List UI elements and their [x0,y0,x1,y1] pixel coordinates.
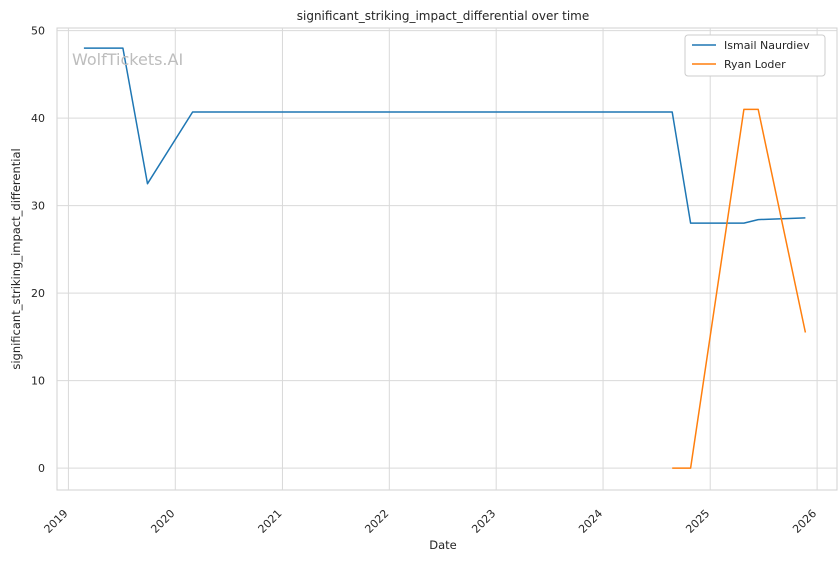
x-tick-label: 2020 [148,507,177,536]
x-tick-label: 2021 [256,507,285,536]
y-axis-title: significant_striking_impact_differential [9,148,23,369]
legend-label-ryan-loder: Ryan Loder [724,58,786,71]
y-tick-label: 30 [31,200,45,213]
x-axis-ticks: 2019 2020 2021 2022 2023 2024 2025 2026 [42,507,820,536]
y-tick-label: 20 [31,287,45,300]
x-tick-label: 2023 [469,507,498,536]
watermark: WolfTickets.AI [72,50,183,69]
chart-title: significant_striking_impact_differential… [297,9,589,23]
y-tick-label: 10 [31,375,45,388]
y-tick-label: 50 [31,25,45,38]
x-tick-label: 2026 [790,507,819,536]
legend-label-ismail-naurdiev: Ismail Naurdiev [724,39,810,52]
series-line-ryan-loder [672,108,807,469]
legend-box [684,34,826,77]
series-line-ismail-naurdiev [83,47,806,224]
series-layer [83,47,807,469]
y-tick-label: 0 [38,462,45,475]
x-axis-title: Date [429,538,457,552]
grid [57,28,837,490]
plot-area [56,27,838,491]
x-tick-label: 2022 [362,507,391,536]
y-tick-label: 40 [31,112,45,125]
x-tick-label: 2019 [42,507,71,536]
legend: Ismail Naurdiev Ryan Loder [684,34,826,77]
x-tick-label: 2025 [683,507,712,536]
x-tick-label: 2024 [576,507,605,536]
y-axis-ticks: 0 10 20 30 40 50 [31,25,45,476]
